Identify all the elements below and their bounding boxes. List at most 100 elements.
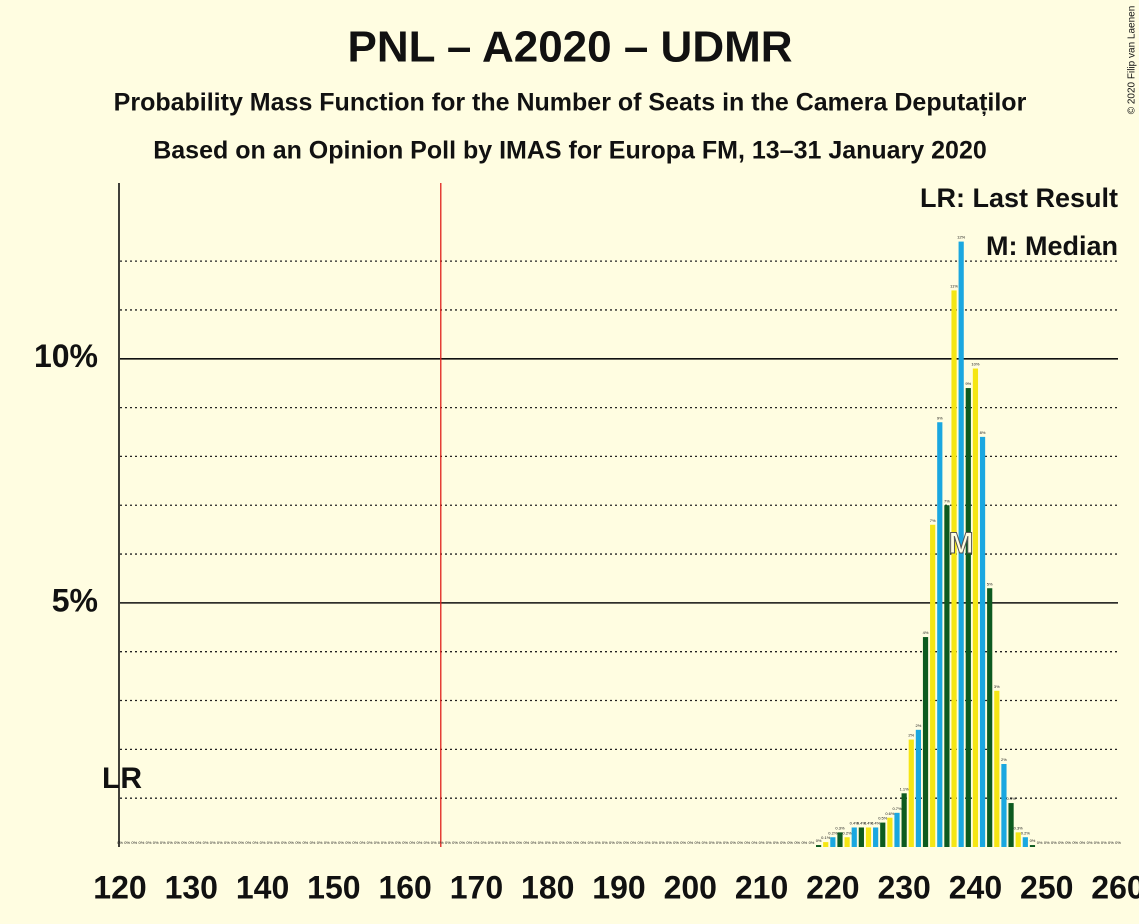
value-label: 0% [1065, 840, 1071, 845]
value-label: 0% [117, 840, 123, 845]
bar [944, 505, 950, 847]
value-label: 0.5% [878, 816, 888, 821]
value-label: 0% [552, 840, 558, 845]
value-label: 0% [787, 840, 793, 845]
value-label: 0% [367, 840, 373, 845]
x-tick-label: 150 [307, 869, 360, 905]
value-label: 0.2% [828, 830, 838, 835]
value-label: 0% [124, 840, 130, 845]
value-label: 0% [737, 840, 743, 845]
bar [1029, 845, 1036, 847]
x-tick-label: 200 [664, 869, 717, 905]
bar [901, 793, 907, 847]
value-label: 0% [630, 840, 636, 845]
value-label: 12% [957, 235, 965, 240]
bar [858, 827, 864, 847]
value-label: 0.4% [857, 821, 867, 826]
last-result-marker: LR [102, 762, 142, 795]
value-label: 0% [1101, 840, 1107, 845]
value-label: 0% [566, 840, 572, 845]
bar [958, 241, 964, 847]
bar [880, 822, 886, 847]
value-label: 0.3% [835, 825, 845, 830]
value-label: 0% [702, 840, 708, 845]
value-label: 0.2% [843, 830, 853, 835]
bar [865, 827, 872, 847]
value-label: 0% [388, 840, 394, 845]
value-label: 0% [545, 840, 551, 845]
value-label: 0% [438, 840, 444, 845]
value-label: 0% [395, 840, 401, 845]
value-label: 0% [666, 840, 672, 845]
value-label: 8% [980, 430, 986, 435]
value-label: 11% [950, 283, 958, 288]
value-label: 0% [609, 840, 615, 845]
value-label: 0% [687, 840, 693, 845]
value-label: 0% [659, 840, 665, 845]
value-label: 0% [559, 840, 565, 845]
value-label: 0% [780, 840, 786, 845]
legend-entry: M: Median [986, 231, 1118, 261]
value-label: 0% [580, 840, 586, 845]
value-label: 4% [923, 630, 929, 635]
value-label: 0% [238, 840, 244, 845]
x-tick-label: 130 [165, 869, 218, 905]
value-label: 0% [531, 840, 537, 845]
value-label: 0% [281, 840, 287, 845]
value-label: 0.2% [1021, 830, 1031, 835]
value-label: 0% [359, 840, 365, 845]
value-label: 0% [274, 840, 280, 845]
value-label: 0.3% [1014, 825, 1024, 830]
value-label: 3% [994, 684, 1000, 689]
value-label: 0% [723, 840, 729, 845]
value-label: 0% [502, 840, 508, 845]
value-label: 0% [288, 840, 294, 845]
value-label: 0% [459, 840, 465, 845]
value-label: 0% [801, 840, 807, 845]
value-label: 0% [1044, 840, 1050, 845]
value-label: 0% [516, 840, 522, 845]
value-label: 0% [253, 840, 259, 845]
value-label: 0% [645, 840, 651, 845]
bar [851, 827, 857, 847]
bar [972, 368, 979, 847]
bar [894, 812, 900, 847]
value-label: 0% [766, 840, 772, 845]
value-label: 0% [160, 840, 166, 845]
value-label: 0% [417, 840, 423, 845]
value-label: 0% [794, 840, 800, 845]
bar [1022, 837, 1028, 847]
value-label: 0% [1079, 840, 1085, 845]
value-label: 0% [637, 840, 643, 845]
value-label: 0% [752, 840, 758, 845]
x-tick-label: 160 [378, 869, 431, 905]
value-label: 0% [1037, 840, 1043, 845]
value-label: 0% [716, 840, 722, 845]
value-label: 0% [595, 840, 601, 845]
value-label: 10% [971, 362, 979, 367]
value-label: 0% [174, 840, 180, 845]
chart-title: PNL – A2020 – UDMR [347, 23, 792, 72]
value-label: 7% [944, 498, 950, 503]
bar [844, 837, 850, 847]
value-label: 0% [1108, 840, 1114, 845]
chart-subtitle: Based on an Opinion Poll by IMAS for Eur… [153, 137, 987, 165]
value-label: 0% [424, 840, 430, 845]
bar [922, 637, 929, 847]
x-tick-label: 250 [1020, 869, 1073, 905]
bar [915, 729, 921, 847]
value-label: 7% [930, 518, 936, 523]
value-label: 0% [210, 840, 216, 845]
value-label: 0% [324, 840, 330, 845]
value-label: 0% [1058, 840, 1064, 845]
bar [979, 436, 986, 847]
value-label: 0% [188, 840, 194, 845]
x-tick-label: 180 [521, 869, 574, 905]
value-label: 0% [445, 840, 451, 845]
value-label: 0.6% [885, 811, 895, 816]
chart-subtitle: Probability Mass Function for the Number… [114, 89, 1027, 117]
value-label: 0% [488, 840, 494, 845]
bar [1015, 832, 1021, 847]
bar [816, 845, 822, 847]
